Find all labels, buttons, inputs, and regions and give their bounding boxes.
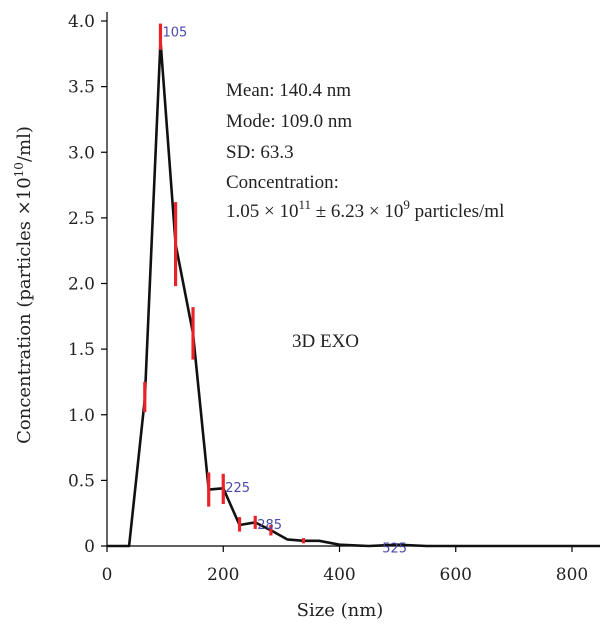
x-axis-label: Size (nm) — [297, 600, 384, 621]
sample-label: 3D EXO — [292, 331, 359, 352]
peak-label-1: 225 — [225, 481, 250, 496]
y-tick-label-8: 4.0 — [68, 12, 95, 32]
y-tick-label-2: 1.0 — [68, 406, 95, 426]
conc-exp-a: 11 — [298, 197, 311, 212]
conc-part-c: particles/ml — [410, 201, 504, 222]
conc-part-a: 1.05 × 10 — [226, 201, 298, 222]
y-axis-label-superscript: 10 — [12, 162, 26, 177]
y-tick-label-7: 3.5 — [68, 78, 95, 98]
statistics-annotation: Mean: 140.4 nm Mode: 109.0 nm SD: 63.3 C… — [226, 80, 504, 222]
y-tick-label-6: 3.0 — [68, 143, 95, 163]
x-tick-label-4: 800 — [556, 565, 588, 585]
y-tick-label-0: 0 — [84, 537, 95, 557]
x-tick-label-1: 200 — [207, 565, 239, 585]
y-tick-label-4: 2.0 — [68, 275, 95, 295]
stat-concentration-value: 1.05 × 1011 ± 6.23 × 109 particles/ml — [226, 197, 504, 222]
peak-label-0: 105 — [162, 26, 187, 41]
y-axis-label-end: /ml) — [14, 126, 35, 162]
stat-concentration-label: Concentration: — [226, 172, 339, 193]
axes — [106, 12, 600, 547]
y-tick-label-3: 1.5 — [68, 340, 95, 360]
x-ticks: 0 200 400 600 800 — [102, 546, 588, 585]
x-tick-label-2: 400 — [323, 565, 355, 585]
stat-mode: Mode: 109.0 nm — [226, 111, 352, 132]
size-distribution-line — [107, 39, 600, 548]
conc-exp-b: 9 — [403, 197, 410, 212]
stat-mean: Mean: 140.4 nm — [226, 80, 351, 101]
y-axis-label-main: Concentration (particles ×10 — [14, 177, 35, 444]
y-tick-label-1: 0.5 — [68, 471, 95, 491]
plot-area: 105 225 285 525 — [107, 23, 600, 556]
y-ticks: 0 0.5 1.0 1.5 2.0 2.5 3.0 3.5 4.0 — [68, 12, 107, 557]
conc-part-b: ± 6.23 × 10 — [311, 201, 403, 222]
peak-label-2: 285 — [257, 518, 282, 533]
y-axis-label: Concentration (particles ×1010/ml) — [12, 126, 35, 444]
x-tick-label-0: 0 — [102, 565, 113, 585]
stat-sd: SD: 63.3 — [226, 142, 294, 163]
y-tick-label-5: 2.5 — [68, 209, 95, 229]
x-tick-label-3: 600 — [440, 565, 472, 585]
peak-label-3: 525 — [382, 541, 407, 556]
